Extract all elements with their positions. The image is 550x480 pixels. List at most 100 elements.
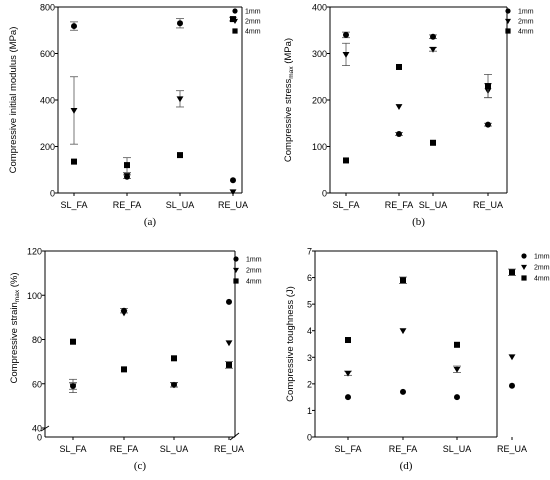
legend-marker-4mm: [233, 278, 239, 284]
data-point-4mm-SL_FA: [345, 337, 351, 344]
legend-marker-4mm: [521, 275, 527, 281]
x-tick-label: SL_FA: [59, 444, 86, 454]
y-tick-label: 600: [40, 49, 55, 59]
data-point-1mm-RE_UA: [485, 121, 491, 128]
data-point-1mm-RE_UA: [226, 298, 232, 305]
legend-marker-4mm: [232, 28, 238, 34]
data-point-2mm-SL_FA: [342, 52, 350, 58]
legend-label-1mm: 1mm: [245, 9, 261, 16]
data-point-4mm-RE_FA: [400, 277, 406, 284]
data-point-2mm-RE_FA: [120, 310, 128, 317]
data-point-4mm-SL_UA: [430, 139, 436, 146]
y-tick-label: 80: [32, 335, 42, 345]
data-point-2mm-SL_FA: [344, 370, 352, 377]
x-tick-label: RE_FA: [385, 200, 414, 210]
x-tick-label: SL_FA: [334, 444, 361, 454]
data-point-1mm-RE_FA: [400, 388, 406, 395]
y-axis-label-subscript: max: [288, 66, 295, 79]
data-point-1mm-SL_UA: [454, 394, 460, 401]
y-tick-label: 100: [27, 291, 42, 301]
data-point-4mm-RE_FA: [396, 63, 402, 70]
data-point-2mm-RE_FA: [399, 328, 407, 335]
legend-marker-2mm: [232, 18, 238, 24]
y-tick-label: 5: [307, 300, 312, 310]
data-point-1mm-RE_UA: [509, 382, 515, 389]
y-tick-label: 60: [32, 379, 42, 389]
y-axis-label-unit: (MPa): [283, 38, 294, 67]
legend-marker-2mm: [233, 267, 239, 273]
x-tick-label: SL_UA: [160, 444, 189, 454]
y-tick-label: 120: [27, 247, 42, 257]
y-tick-label-break: 0: [37, 433, 42, 443]
x-tick-label: RE_FA: [110, 444, 139, 454]
data-point-1mm-SL_FA: [71, 23, 77, 30]
x-tick-label: RE_UA: [218, 200, 248, 210]
y-tick-label: 200: [40, 142, 55, 152]
data-point-4mm-SL_FA: [70, 338, 76, 345]
panel-caption: (d): [400, 460, 413, 472]
y-tick-label: 0: [50, 189, 55, 199]
legend-marker-2mm: [521, 264, 527, 270]
y-tick-label: 200: [312, 96, 327, 106]
data-point-4mm-RE_UA: [226, 361, 232, 368]
data-point-4mm-RE_FA: [124, 162, 130, 169]
chart-panel-d: 0 1 2 3 4 5 6 7 SL_FA RE_FA SL_UA RE_UA Compressive …: [285, 247, 550, 473]
data-point-4mm-SL_UA: [177, 152, 183, 159]
x-tick-label: RE_UA: [473, 200, 503, 210]
data-point-2mm-SL_FA: [69, 383, 77, 390]
data-point-1mm-SL_UA: [177, 20, 183, 27]
legend-marker-1mm: [232, 8, 238, 14]
data-point-2mm-RE_UA: [225, 340, 233, 347]
y-tick-label: 3: [307, 353, 312, 363]
y-axis-label-main: Compressive stress: [283, 78, 294, 162]
x-tick-label: SL_UA: [443, 444, 472, 454]
legend-label-4mm: 4mm: [518, 29, 534, 36]
panel-caption: (b): [412, 216, 425, 228]
y-tick-label: 0: [322, 189, 327, 199]
legend-marker-4mm: [505, 28, 511, 34]
legend-label-2mm: 2mm: [245, 19, 261, 26]
legend-marker-2mm: [505, 18, 511, 24]
data-point-4mm-SL_FA: [343, 157, 349, 164]
y-axis-label: Compressive toughness (J): [285, 286, 296, 402]
panel-caption: (c): [134, 460, 147, 472]
data-point-2mm-RE_UA: [229, 189, 237, 196]
y-tick-label: 1: [307, 406, 312, 416]
data-point-2mm-RE_FA: [123, 173, 131, 180]
data-point-2mm-RE_FA: [395, 104, 403, 110]
y-axis-label: Compressive strainmax (%): [9, 272, 21, 383]
legend-label-2mm: 2mm: [518, 19, 534, 26]
data-point-2mm-SL_UA: [453, 366, 461, 373]
y-axis-label-unit: (%): [9, 272, 20, 289]
legend-label-1mm: 1mm: [518, 9, 534, 16]
legend-marker-1mm: [233, 256, 239, 262]
x-tick-label: RE_UA: [497, 444, 527, 454]
y-axis-label: Compressive stressmax (MPa): [283, 38, 295, 162]
legend-label-2mm: 2mm: [246, 268, 262, 275]
legend-label-4mm: 4mm: [534, 276, 550, 283]
legend-label-1mm: 1mm: [246, 257, 262, 264]
y-tick-label: 400: [40, 96, 55, 106]
panel-caption: (a): [144, 216, 157, 228]
y-tick-label: 0: [307, 433, 312, 443]
x-tick-label: SL_UA: [166, 200, 195, 210]
x-tick-label: RE_UA: [214, 444, 244, 454]
data-point-2mm-SL_UA: [170, 382, 178, 389]
x-tick-label: SL_FA: [332, 200, 359, 210]
legend-label-4mm: 4mm: [245, 29, 261, 36]
data-point-4mm-RE_FA: [121, 366, 127, 373]
x-tick-label: SL_FA: [60, 200, 87, 210]
data-point-1mm-RE_UA: [230, 177, 236, 184]
y-axis-label: Compressive initial modulus (MPa): [8, 27, 19, 174]
data-point-4mm-SL_FA: [71, 158, 77, 165]
legend-label-4mm: 4mm: [246, 279, 262, 286]
chart-panel-b: 0 100 200 300 400 SL_FA RE_FA SL_UA RE_UA Compres…: [283, 3, 534, 229]
y-tick-label: 6: [307, 273, 312, 283]
legend-label-2mm: 2mm: [534, 265, 550, 272]
x-tick-label: RE_FA: [113, 200, 142, 210]
y-tick-label: 800: [40, 3, 55, 13]
data-point-2mm-SL_UA: [176, 96, 184, 103]
data-point-4mm-RE_UA: [509, 269, 515, 276]
y-axis-break-mark: [40, 425, 50, 432]
data-point-4mm-RE_UA: [485, 83, 491, 90]
